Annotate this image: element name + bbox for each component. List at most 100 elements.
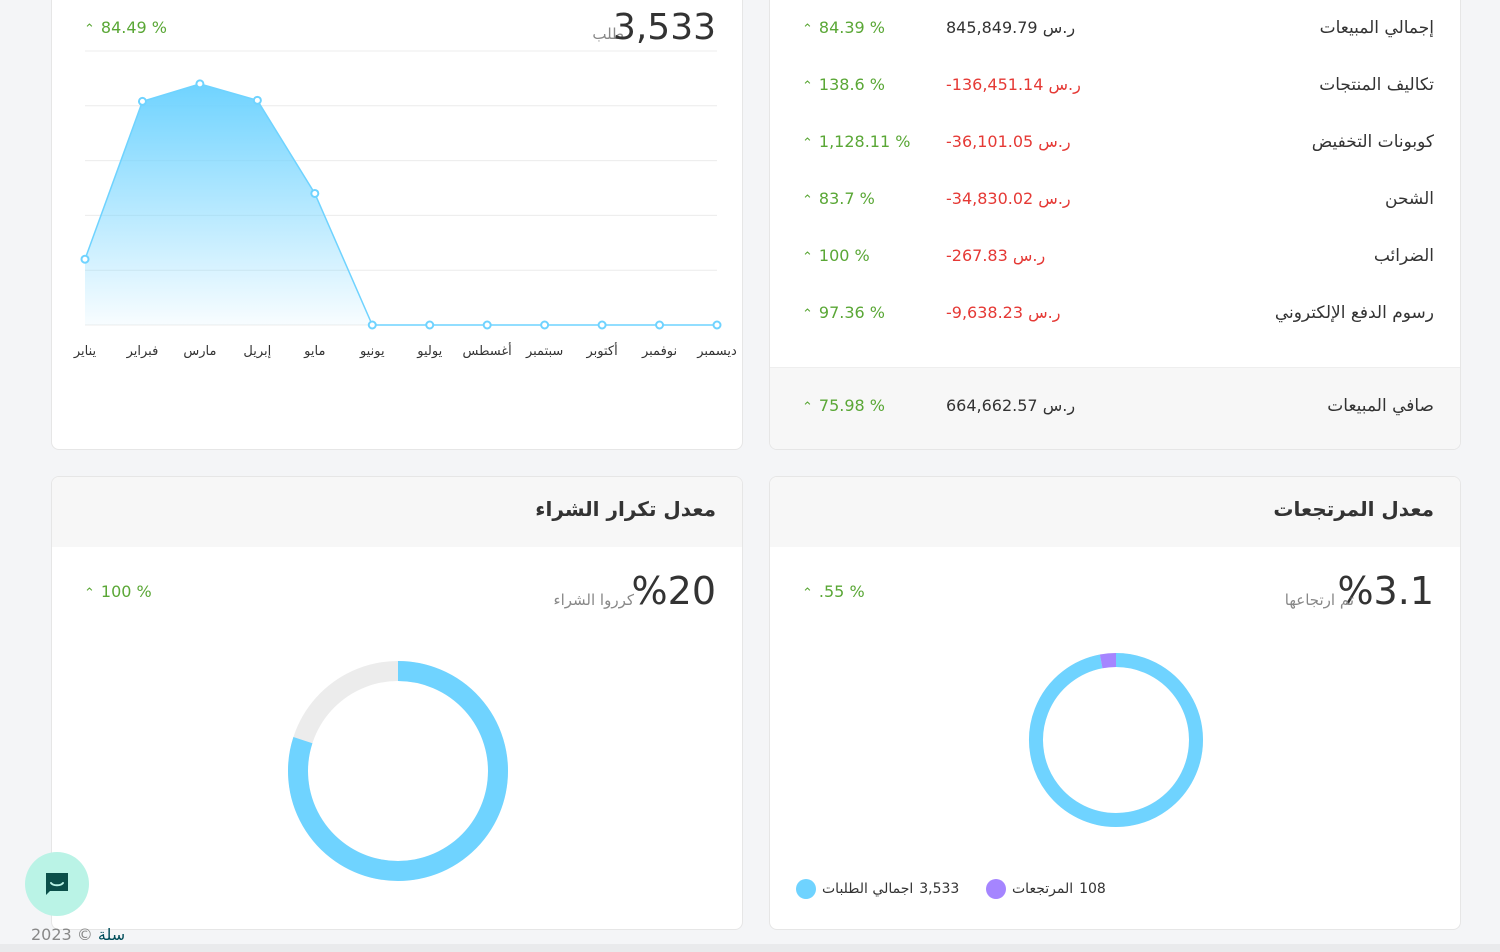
returns-card-title: معدل المرتجعات bbox=[1273, 497, 1434, 521]
chevron-up-icon: ⌃ bbox=[802, 307, 813, 322]
returns-rate-caption: تم ارتجاعها bbox=[1284, 591, 1354, 609]
sales-row: رسوم الدفع الإلكتروني -9,638.23 ر.س ⌃ 97.36… bbox=[770, 295, 1460, 335]
sales-row-label: الشحن bbox=[1385, 189, 1434, 209]
data-point bbox=[80, 254, 90, 264]
data-point bbox=[597, 320, 607, 330]
x-tick-label: إبريل bbox=[243, 344, 271, 359]
repeat-rate-caption: كرروا الشراء bbox=[553, 591, 634, 609]
chat-icon bbox=[46, 873, 68, 895]
x-tick-label: مارس bbox=[183, 344, 216, 359]
orders-chart-card: ⌃ 84.49 % طلب 3,533 يناير فبراير مارس إبريل م… bbox=[51, 0, 743, 450]
repeat-card-title: معدل تكرار الشراء bbox=[535, 497, 716, 521]
x-tick-label: أغسطس bbox=[463, 342, 512, 359]
net-sales-amount: 664,662.57 ر.س bbox=[946, 396, 1076, 415]
sales-row: تكاليف المنتجات -136,451.14 ر.س ⌃ 138.6 % bbox=[770, 67, 1460, 107]
chat-button[interactable] bbox=[25, 852, 89, 916]
legend-returns[interactable]: المرتجعات 108 bbox=[986, 879, 1106, 899]
chevron-up-icon: ⌃ bbox=[802, 136, 813, 151]
returns-rate-value: %3.1 bbox=[1337, 569, 1434, 613]
sales-row: إجمالي المبيعات 845,849.79 ر.س ⌃ 84.39 % bbox=[770, 10, 1460, 50]
orders-trend: ⌃ 84.49 % bbox=[84, 18, 167, 37]
x-tick-label: يناير bbox=[73, 344, 97, 359]
legend-total-label: اجمالي الطلبات bbox=[822, 881, 914, 897]
footer-copyright: © bbox=[76, 925, 93, 944]
chevron-up-icon: ⌃ bbox=[84, 22, 95, 37]
legend-total-orders[interactable]: اجمالي الطلبات 3,533 bbox=[796, 879, 959, 899]
series-line bbox=[84, 83, 717, 326]
repeat-card-header: معدل تكرار الشراء bbox=[52, 477, 742, 547]
x-tick-label: يوليو bbox=[416, 344, 442, 359]
bottom-bar bbox=[0, 944, 1500, 952]
data-point bbox=[425, 320, 435, 330]
footer: 2023 © سلة bbox=[31, 925, 125, 944]
returns-trend: ⌃ .55 % bbox=[802, 582, 865, 601]
donut-slice bbox=[288, 661, 508, 881]
repeat-purchase-card: معدل تكرار الشراء %20 كرروا الشراء ⌃ 100 … bbox=[51, 476, 743, 930]
repeat-trend: ⌃ 100 % bbox=[84, 582, 152, 601]
data-point bbox=[195, 79, 205, 89]
chevron-up-icon: ⌃ bbox=[802, 250, 813, 265]
footer-year: 2023 bbox=[31, 925, 72, 944]
legend-total-value: 3,533 bbox=[919, 881, 960, 897]
returns-card-header: معدل المرتجعات bbox=[770, 477, 1460, 547]
sales-row-amount: -34,830.02 ر.س bbox=[946, 189, 1071, 208]
sales-row-label: رسوم الدفع الإلكتروني bbox=[1274, 303, 1434, 323]
sales-row-pct: ⌃ 1,128.11 % bbox=[802, 132, 911, 151]
x-tick-label: مايو bbox=[303, 344, 325, 359]
sales-row-pct: ⌃ 100 % bbox=[802, 246, 870, 265]
chevron-up-icon: ⌃ bbox=[802, 22, 813, 37]
data-point bbox=[137, 96, 147, 106]
sales-row-amount: -36,101.05 ر.س bbox=[946, 132, 1071, 151]
orders-count: 3,533 bbox=[612, 7, 716, 48]
data-point bbox=[655, 320, 665, 330]
sales-row-label: إجمالي المبيعات bbox=[1319, 18, 1434, 38]
sales-row-pct: ⌃ 83.7 % bbox=[802, 189, 875, 208]
sales-row: كوبونات التخفيض -36,101.05 ر.س ⌃ 1,128.11 % bbox=[770, 124, 1460, 164]
data-point bbox=[540, 320, 550, 330]
returns-rate-card: معدل المرتجعات %3.1 تم ارتجاعها ⌃ .55 % ا… bbox=[769, 476, 1461, 930]
data-point bbox=[712, 320, 722, 330]
data-point bbox=[310, 188, 320, 198]
net-sales-pct: ⌃ 75.98 % bbox=[802, 396, 885, 415]
sales-row-label: الضرائب bbox=[1373, 246, 1434, 266]
x-tick-label: يونيو bbox=[359, 344, 385, 359]
chevron-up-icon: ⌃ bbox=[802, 79, 813, 94]
data-point bbox=[252, 95, 262, 105]
sales-summary-card: إجمالي المبيعات 845,849.79 ر.س ⌃ 84.39 % تكا… bbox=[769, 0, 1461, 450]
x-tick-label: ديسمبر bbox=[696, 344, 737, 359]
sales-row: الشحن -34,830.02 ر.س ⌃ 83.7 % bbox=[770, 181, 1460, 221]
donut-slice bbox=[1029, 653, 1203, 827]
chevron-up-icon: ⌃ bbox=[802, 193, 813, 208]
footer-brand-link[interactable]: سلة bbox=[97, 925, 126, 944]
x-tick-label: أكتوبر bbox=[585, 342, 617, 359]
sales-row-amount: -9,638.23 ر.س bbox=[946, 303, 1061, 322]
data-point bbox=[367, 320, 377, 330]
chevron-up-icon: ⌃ bbox=[802, 586, 813, 601]
legend-dot-returns bbox=[986, 879, 1006, 899]
legend-returns-value: 108 bbox=[1079, 881, 1106, 897]
donut-slice bbox=[1099, 653, 1117, 669]
area-fill bbox=[85, 83, 717, 325]
data-point bbox=[482, 320, 492, 330]
x-tick-label: فبراير bbox=[126, 344, 159, 359]
repeat-rate-value: %20 bbox=[631, 569, 716, 613]
returns-donut-chart bbox=[1029, 653, 1203, 827]
legend-dot-total bbox=[796, 879, 816, 899]
sales-row-pct: ⌃ 138.6 % bbox=[802, 75, 885, 94]
chevron-up-icon: ⌃ bbox=[802, 400, 813, 415]
sales-row-amount: -267.83 ر.س bbox=[946, 246, 1046, 265]
net-sales-line: صافي المبيعات 664,662.57 ر.س ⌃ 75.98 % bbox=[770, 388, 1460, 428]
sales-row-pct: ⌃ 84.39 % bbox=[802, 18, 885, 37]
sales-row-amount: 845,849.79 ر.س bbox=[946, 18, 1076, 37]
legend-returns-label: المرتجعات bbox=[1012, 881, 1074, 897]
sales-row-pct: ⌃ 97.36 % bbox=[802, 303, 885, 322]
net-sales-row: صافي المبيعات 664,662.57 ر.س ⌃ 75.98 % bbox=[770, 367, 1460, 449]
sales-row-label: تكاليف المنتجات bbox=[1319, 75, 1434, 95]
repeat-donut-chart bbox=[288, 661, 508, 881]
orders-area-chart: يناير فبراير مارس إبريل مايو يونيو يوليو أغسطس س… bbox=[73, 50, 737, 359]
sales-row-amount: -136,451.14 ر.س bbox=[946, 75, 1081, 94]
net-sales-label: صافي المبيعات bbox=[1327, 396, 1434, 416]
sales-row-label: كوبونات التخفيض bbox=[1311, 132, 1434, 152]
orders-unit: طلب bbox=[592, 25, 624, 43]
x-tick-label: سبتمبر bbox=[525, 344, 563, 359]
